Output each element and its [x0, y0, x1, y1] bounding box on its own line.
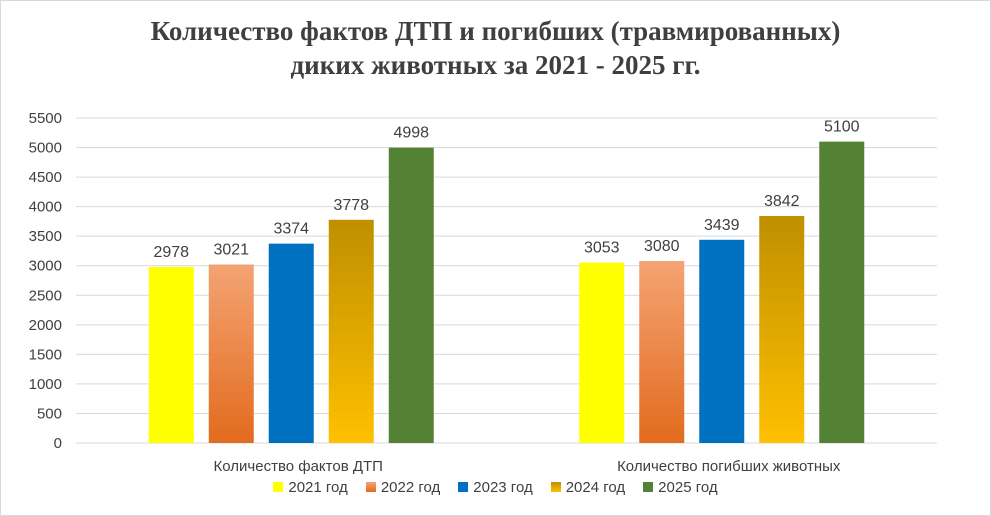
legend-swatch [273, 482, 284, 492]
bar [388, 147, 434, 443]
category-labels: Количество фактов ДТП Количество погибших… [214, 458, 841, 475]
y-tick-label: 4500 [29, 169, 62, 186]
chart-legend: 2021 год 2022 год 2023 год 2024 год 2025 год [0, 476, 991, 498]
legend-item: 2023 год [458, 478, 533, 496]
bar [639, 261, 685, 443]
legend-swatch [458, 482, 469, 492]
data-label: 3080 [644, 238, 680, 255]
y-axis-ticks: 0 500 1000 1500 2000 2500 3000 3500 4000 4500 5000… [29, 110, 62, 452]
data-label: 3053 [584, 240, 620, 257]
legend-label: 2022 год [380, 478, 441, 496]
data-labels: 2978 3021 3374 3778 4998 3053 3080 3439 3842 5100 [153, 119, 859, 261]
bar [759, 215, 805, 443]
bars [148, 141, 865, 444]
bar [699, 239, 745, 443]
data-label: 4998 [393, 125, 429, 142]
bar [268, 243, 314, 443]
bar [579, 262, 625, 443]
y-tick-label: 5000 [29, 140, 62, 157]
data-label: 3842 [764, 193, 800, 210]
y-tick-label: 3500 [29, 228, 62, 245]
data-label: 3778 [333, 197, 369, 214]
y-tick-label: 1000 [29, 376, 62, 393]
bar [208, 264, 254, 443]
y-tick-label: 500 [37, 405, 62, 422]
legend-item: 2022 год [365, 478, 441, 496]
y-tick-label: 5500 [29, 110, 62, 127]
y-tick-label: 0 [54, 435, 62, 452]
data-label: 3374 [273, 221, 309, 238]
legend-label: 2023 год [473, 478, 533, 496]
bar [148, 267, 194, 443]
legend-item: 2025 год [643, 478, 718, 496]
legend-swatch [643, 482, 654, 492]
chart-title-line-2: диких животных за 2021 - 2025 гг. [290, 50, 701, 80]
bar [819, 141, 865, 444]
data-label: 5100 [824, 119, 860, 136]
y-tick-label: 3000 [29, 258, 62, 275]
y-tick-label: 2500 [29, 287, 62, 304]
data-label: 3439 [704, 217, 740, 234]
gridlines [76, 117, 937, 444]
legend-item: 2021 год [273, 478, 348, 496]
y-tick-label: 1500 [29, 346, 62, 363]
bar [328, 219, 374, 443]
y-tick-label: 2000 [29, 317, 62, 334]
data-label: 3021 [213, 241, 249, 258]
chart-title: Количество фактов ДТП и погибших (травми… [0, 14, 991, 82]
chart-title-line-1: Количество фактов ДТП и погибших (травми… [150, 16, 841, 46]
y-tick-label: 4000 [29, 199, 62, 216]
data-label: 2978 [153, 244, 189, 261]
legend-label: 2024 год [565, 478, 626, 496]
legend-label: 2025 год [658, 478, 718, 496]
legend-swatch [550, 482, 561, 492]
category-label: Количество погибших животных [617, 458, 841, 475]
category-label: Количество фактов ДТП [214, 458, 383, 475]
legend-swatch [365, 482, 376, 492]
legend-item: 2024 год [550, 478, 626, 496]
legend-label: 2021 год [288, 478, 348, 496]
